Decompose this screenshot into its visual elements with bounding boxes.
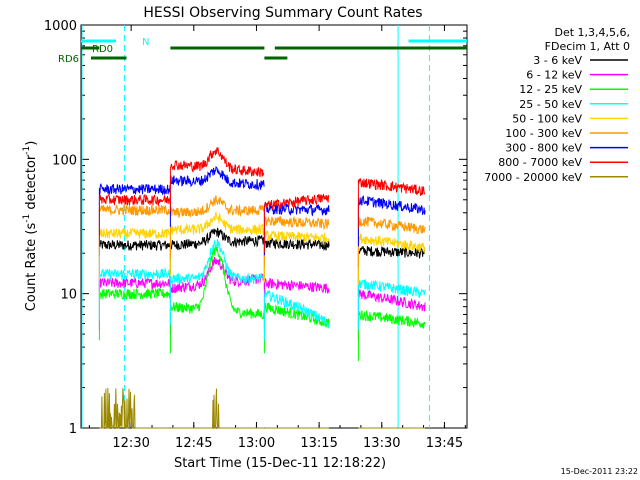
series-line — [98, 287, 171, 341]
legend-entry-label: 300 - 800 keV — [505, 142, 582, 155]
x-tick-labels: 12:30 12:45 13:00 13:15 13:30 13:45 — [112, 436, 463, 451]
legend: Det 1,3,4,5,6, FDecim 1, Att 0 3 - 6 keV… — [484, 26, 630, 184]
series-line — [357, 278, 426, 330]
series-line — [170, 388, 265, 429]
legend-entry-label: 12 - 25 keV — [519, 83, 582, 96]
flag-label-rd6: RD6 — [58, 54, 79, 65]
series-line — [169, 239, 265, 325]
y-axis-label-mid: detector — [24, 154, 39, 214]
series-line — [98, 193, 171, 247]
series-line — [98, 203, 171, 257]
series-line — [263, 277, 330, 330]
chart-title: HESSI Observing Summary Count Rates — [143, 5, 422, 21]
y-axis-label-sup2: -1 — [22, 146, 32, 155]
series-line — [263, 230, 330, 283]
series-line — [263, 194, 330, 253]
series-line — [263, 202, 330, 256]
series-line — [357, 216, 426, 268]
timestamp: 15-Dec-2011 23:22 — [561, 467, 638, 476]
series-line — [357, 178, 426, 229]
series-line — [98, 267, 171, 321]
series-line — [357, 195, 426, 247]
series-line — [99, 387, 171, 429]
legend-entry-label: 50 - 100 keV — [512, 112, 582, 125]
legend-entry-label: 3 - 6 keV — [533, 54, 582, 67]
legend-entry-label: 6 - 12 keV — [526, 69, 582, 82]
series-line — [169, 211, 265, 277]
flag-label-n: N — [142, 37, 149, 48]
y-axis-label-end: ) — [24, 141, 39, 146]
x-tick-label: 13:30 — [363, 436, 400, 451]
series-line — [98, 276, 171, 330]
y-axis-label: Count Rate (s-1 detector-1) — [22, 141, 39, 312]
series-line — [263, 215, 330, 268]
series-line — [357, 233, 426, 285]
flag-lines — [81, 39, 467, 60]
x-tick-label: 12:30 — [112, 436, 149, 451]
y-axis-label-main: Count Rate (s — [24, 223, 39, 312]
series-line — [169, 257, 265, 335]
legend-entry-label: 800 - 7000 keV — [498, 156, 582, 169]
series-line — [98, 239, 171, 292]
series-line — [98, 182, 171, 236]
series-line — [98, 227, 171, 281]
series-line — [169, 244, 265, 354]
series-line — [169, 166, 265, 227]
y-tick-label: 1 — [69, 422, 77, 437]
legend-header-2: FDecim 1, Att 0 — [545, 40, 630, 53]
y-tick-label: 1000 — [44, 19, 77, 34]
flag-labels: RD0 RD6 N — [58, 37, 149, 65]
series-lines — [98, 147, 426, 429]
y-tick-label: 100 — [52, 153, 77, 168]
y-axis-label-sup1: -1 — [22, 214, 32, 223]
series-line — [263, 237, 330, 290]
y-tick-label: 10 — [60, 288, 77, 303]
x-tick-label: 13:15 — [300, 436, 337, 451]
series-line — [263, 302, 330, 354]
legend-entry-label: 100 - 300 keV — [505, 127, 582, 140]
x-tick-label: 13:00 — [238, 436, 275, 451]
x-axis-label: Start Time (15-Dec-11 12:18:22) — [174, 456, 386, 471]
series-line — [263, 289, 330, 341]
series-line — [357, 309, 426, 362]
series-line — [169, 227, 265, 292]
plot-area — [80, 24, 468, 429]
legend-entry-label: 7000 - 20000 keV — [484, 171, 582, 184]
legend-header-1: Det 1,3,4,5,6, — [554, 26, 630, 39]
series-line — [357, 245, 426, 297]
cyan-markers — [81, 25, 430, 428]
x-tick-label: 12:45 — [175, 436, 212, 451]
series-line — [169, 147, 265, 211]
flag-label-rd0: RD0 — [92, 44, 113, 55]
y-tick-labels: 1 10 100 1000 — [44, 19, 77, 437]
series-line — [169, 195, 265, 260]
series-line — [357, 289, 426, 341]
x-tick-label: 13:45 — [426, 436, 463, 451]
legend-entry-label: 25 - 50 keV — [519, 98, 582, 111]
